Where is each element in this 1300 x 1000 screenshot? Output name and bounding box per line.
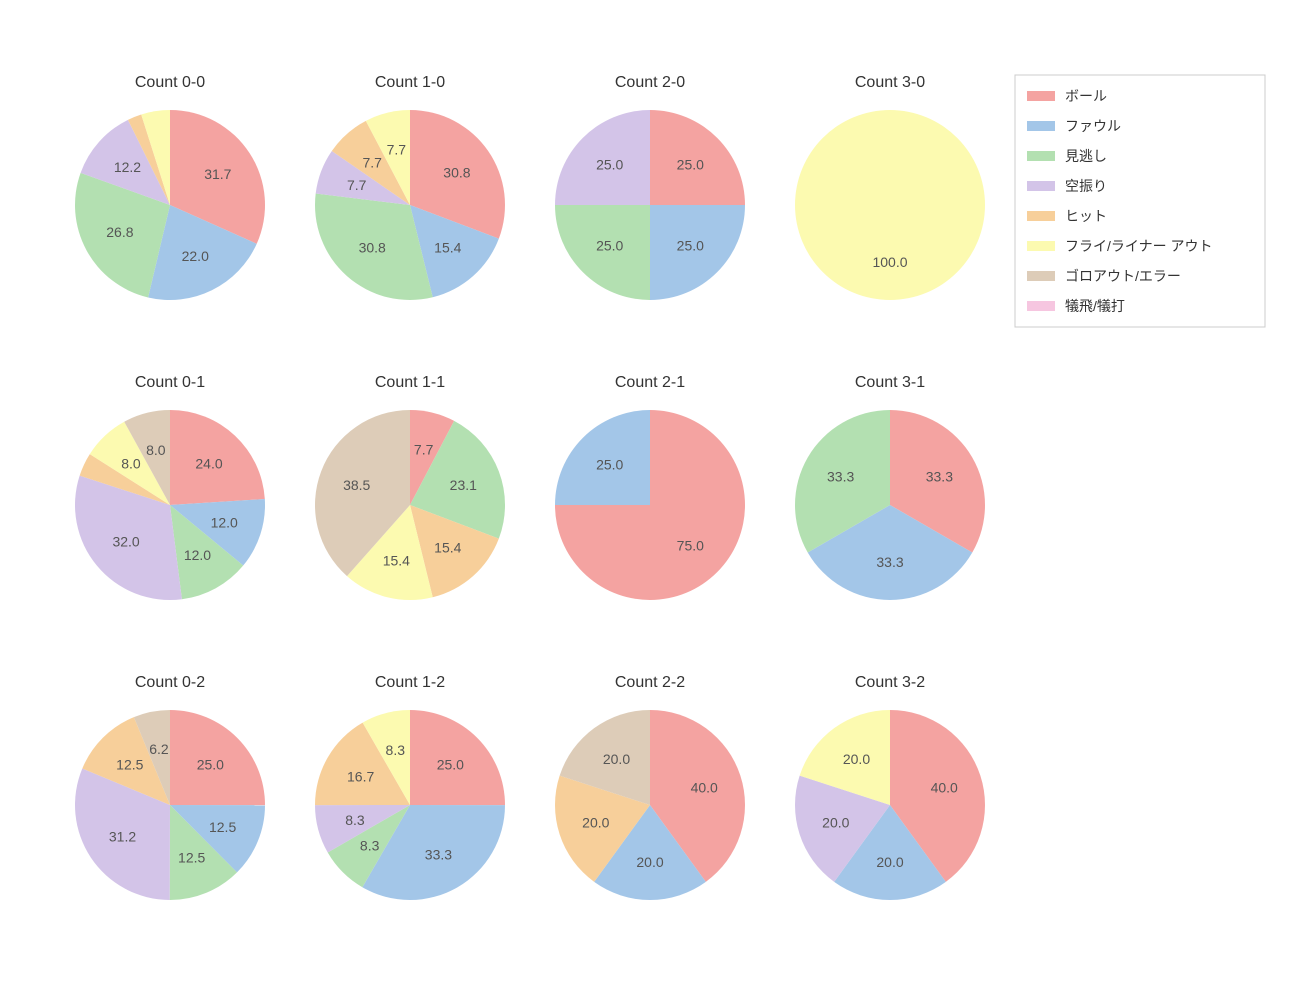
pie-slice-label: 8.0	[146, 442, 166, 458]
legend-label: 空振り	[1065, 178, 1107, 194]
pie-slice-label: 15.4	[434, 240, 461, 256]
pie-title: Count 1-1	[375, 374, 445, 391]
pie-title: Count 3-1	[855, 374, 925, 391]
pie-slice-label: 33.3	[926, 469, 953, 485]
legend-label: ヒット	[1065, 208, 1107, 224]
pie-chart: Count 1-2 25.0 33.3 8.3 8.3 16.7 8.3	[315, 674, 505, 900]
pie-slice-label: 25.0	[596, 157, 623, 173]
pie-title: Count 2-0	[615, 74, 685, 91]
pie-slice-label: 7.7	[414, 442, 434, 458]
pie-slice-label: 12.5	[178, 850, 205, 866]
pie-slice-label: 7.7	[387, 142, 407, 158]
pie-title: Count 0-0	[135, 74, 205, 91]
pie-slice-label: 30.8	[359, 240, 386, 256]
legend-swatch	[1027, 121, 1055, 131]
pie-title: Count 1-0	[375, 74, 445, 91]
pie-title: Count 3-2	[855, 674, 925, 691]
pie-chart: Count 3-1 33.3 33.3 33.3	[795, 374, 985, 600]
pie-slice-label: 40.0	[931, 779, 958, 795]
pie-chart: Count 2-1 75.0 25.0	[555, 374, 745, 600]
pie-slice-label: 12.5	[116, 757, 143, 773]
legend-label: フライ/ライナー アウト	[1065, 238, 1213, 254]
pie-slice-label: 8.3	[360, 837, 380, 853]
pie-slice-label: 25.0	[437, 757, 464, 773]
pie-slice-label: 33.3	[425, 846, 452, 862]
pie-slice-label: 100.0	[872, 254, 907, 270]
legend-label: 犠飛/犠打	[1065, 298, 1125, 314]
pie-slice-label: 7.7	[362, 154, 382, 170]
pie-chart: Count 0-225.012.512.531.212.56.2	[75, 674, 265, 900]
pie-chart: Count 2-0 25.0 25.0 25.0 25.0	[555, 74, 745, 300]
pie-slice-label: 33.3	[876, 554, 903, 570]
legend-swatch	[1027, 271, 1055, 281]
pie-slice-label: 7.7	[347, 177, 367, 193]
pie-slice-label: 23.1	[450, 477, 477, 493]
pie-title: Count 2-2	[615, 674, 685, 691]
pie-slice-label: 20.0	[582, 815, 609, 831]
pie-slice-label: 31.7	[204, 166, 231, 182]
pie-title: Count 0-2	[135, 674, 205, 691]
pie-slice-label: 26.8	[106, 224, 133, 240]
legend-swatch	[1027, 151, 1055, 161]
legend-swatch	[1027, 211, 1055, 221]
legend-label: ファウル	[1065, 118, 1121, 134]
pie-slice-label: 22.0	[182, 248, 209, 264]
pie-slice-label: 33.3	[827, 469, 854, 485]
pie-slice-label: 20.0	[636, 854, 663, 870]
pie-slice-label: 31.2	[109, 829, 136, 845]
pie-title: Count 1-2	[375, 674, 445, 691]
pie-slice-label: 8.0	[121, 455, 141, 471]
pie-chart: Count 3-0 100.0	[795, 74, 985, 300]
pie-chart: Count 0-1 24.0 12.012.0 32.0 8.0 8.0	[75, 374, 265, 600]
pie-slice-label: 15.4	[383, 552, 410, 568]
pie-slice-label: 20.0	[876, 854, 903, 870]
legend-swatch	[1027, 181, 1055, 191]
legend-swatch	[1027, 241, 1055, 251]
pie-slice-label: 25.0	[596, 457, 623, 473]
pie-slice-label: 6.2	[149, 741, 169, 757]
pie-chart: Count 3-2 40.0 20.0 20.0 20.0	[795, 674, 985, 900]
pie-slice-label: 32.0	[112, 533, 139, 549]
pie-chart: Count 1-0 30.8 15.4 30.8 7.7 7.7 7.7	[315, 74, 505, 300]
pie-slice-label: 75.0	[677, 537, 704, 553]
pie-title: Count 0-1	[135, 374, 205, 391]
pie-title: Count 3-0	[855, 74, 925, 91]
legend-label: 見逃し	[1065, 148, 1107, 164]
pie-chart: Count 1-1 7.7 23.1 15.4 15.4 38.5	[315, 374, 505, 600]
pie-slice-label: 15.4	[434, 540, 461, 556]
pie-slice-label: 8.3	[386, 742, 406, 758]
legend-label: ゴロアウト/エラー	[1065, 268, 1181, 284]
pie-slice-label: 25.0	[677, 237, 704, 253]
pie-slice-label: 38.5	[343, 477, 370, 493]
pie-slice-label: 25.0	[197, 757, 224, 773]
pie-slice-label: 25.0	[677, 157, 704, 173]
legend-label: ボール	[1065, 88, 1107, 104]
pie-slice-label: 12.0	[211, 515, 238, 531]
pie-slice-label: 40.0	[691, 779, 718, 795]
legend-swatch	[1027, 91, 1055, 101]
pie-slice-label: 12.5	[209, 819, 236, 835]
pie-title: Count 2-1	[615, 374, 685, 391]
pie-chart: Count 2-2 40.0 20.0 20.0 20.0	[555, 674, 745, 900]
pie-slice-label: 20.0	[843, 751, 870, 767]
legend-box	[1015, 75, 1265, 327]
pie-slice-label: 25.0	[596, 237, 623, 253]
pie-slice-label: 20.0	[822, 815, 849, 831]
pie-slice-label: 16.7	[347, 769, 374, 785]
pie-slice-label: 30.8	[443, 165, 470, 181]
pie-slice-label: 8.3	[345, 812, 365, 828]
pie-slice	[795, 110, 985, 300]
pie-slice-label: 12.2	[114, 159, 141, 175]
legend-swatch	[1027, 301, 1055, 311]
pie-slice-label: 12.0	[184, 547, 211, 563]
pie-slice-label: 24.0	[195, 455, 222, 471]
pie-slice-label: 20.0	[603, 751, 630, 767]
pie-chart: Count 0-0 31.7 22.0 26.8 12.2	[75, 74, 265, 300]
pie-chart-grid: Count 0-0 31.7 22.0 26.8 12.2 Count 1-0 30.8 15…	[0, 0, 1300, 1000]
